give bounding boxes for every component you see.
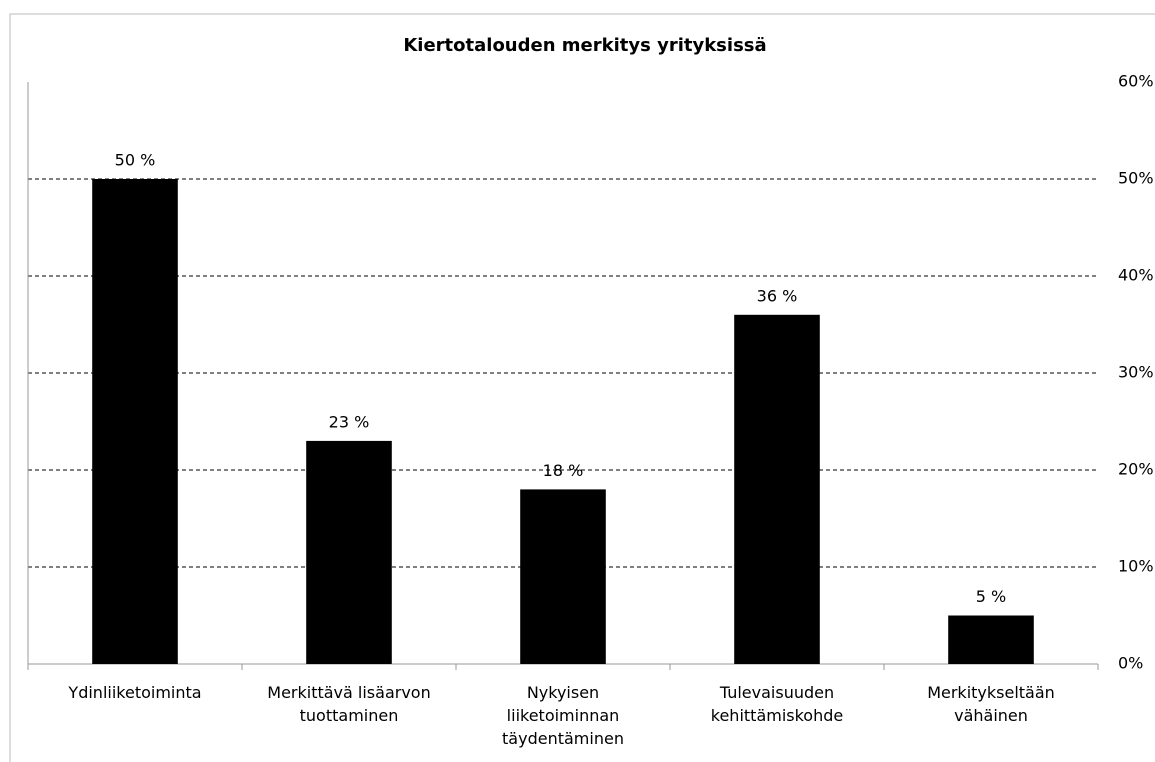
bar	[734, 314, 820, 664]
x-tick-label: Ydinliiketoiminta	[68, 683, 202, 702]
data-label: 18 %	[543, 461, 584, 480]
y-tick-label: 30%	[1118, 363, 1154, 382]
chart-title: Kiertotalouden merkitys yrityksissä	[403, 35, 766, 56]
x-tick-label: Tulevaisuuden kehittämiskohde	[710, 683, 844, 725]
data-label: 50 %	[115, 151, 156, 170]
y-tick-label: 10%	[1118, 557, 1154, 576]
bar	[92, 179, 178, 664]
y-tick-label: 0%	[1118, 654, 1143, 673]
y-tick-label: 50%	[1118, 169, 1154, 188]
bar	[306, 440, 392, 664]
data-label: 36 %	[757, 286, 798, 305]
bar	[948, 615, 1034, 664]
data-label: 5 %	[976, 587, 1006, 606]
y-tick-label: 40%	[1118, 266, 1154, 285]
x-tick-label: Nykyisen liiketoiminnan täydentäminen	[502, 683, 624, 748]
data-label: 23 %	[329, 412, 370, 431]
y-tick-label: 20%	[1118, 460, 1154, 479]
bar	[520, 489, 606, 664]
y-tick-label: 60%	[1118, 72, 1154, 91]
x-tick-label: Merkittävä lisäarvon tuottaminen	[267, 683, 431, 725]
x-tick-label: Merkitykseltään vähäinen	[927, 683, 1055, 725]
